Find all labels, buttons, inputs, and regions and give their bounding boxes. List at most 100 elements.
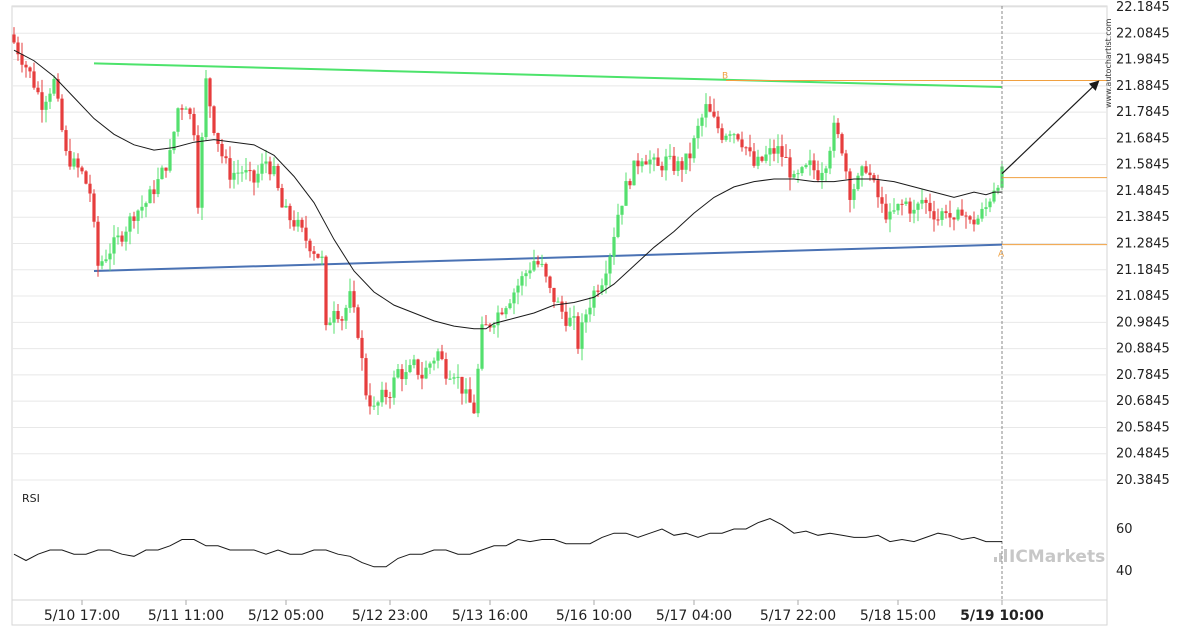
candle-body (780, 146, 784, 157)
price-tick-label: 20.5845 (1116, 420, 1170, 435)
moving-average-line (13, 49, 1002, 330)
candle-body (420, 374, 424, 379)
candle-body (784, 156, 788, 158)
candle-body (248, 170, 252, 172)
candle-body (432, 360, 436, 364)
candle-body (916, 203, 920, 210)
candle-body (936, 219, 940, 221)
candle-body (480, 324, 484, 369)
candle-body (472, 402, 476, 414)
candle-body (528, 270, 532, 274)
candle-body (796, 173, 800, 175)
candle-body (300, 219, 304, 228)
candle-body (12, 34, 16, 43)
candle-body (600, 285, 604, 292)
candle-body (972, 219, 976, 225)
candle-body (852, 189, 856, 200)
time-tick-label: 5/18 15:00 (860, 608, 936, 624)
candle-body (856, 175, 860, 190)
candle-body (336, 310, 340, 320)
price-tick-label: 21.5845 (1116, 158, 1170, 173)
candle-body (364, 358, 368, 396)
candle-body (224, 156, 228, 159)
candle-body (956, 209, 960, 220)
candle-body (668, 155, 672, 157)
candle-body (920, 199, 924, 204)
candle-body (448, 378, 452, 380)
candle-body (32, 71, 36, 88)
candle-body (24, 64, 28, 68)
candle-body (152, 189, 156, 195)
candle-body (904, 201, 908, 205)
candle-body (868, 172, 872, 176)
candle-body (180, 108, 184, 110)
price-axis-ticks: 22.1845 22.0845 21.9845 21.8845 21.7845 21.68… (1116, 0, 1170, 579)
candle-body (888, 211, 892, 220)
time-tick-label: 5/16 10:00 (556, 608, 632, 624)
candle-body (392, 377, 396, 398)
watermark-text: ICMarkets (1009, 547, 1105, 567)
candle-body (428, 363, 432, 368)
candle-body (284, 205, 288, 208)
candle-body (108, 253, 112, 260)
candle-body (192, 113, 196, 136)
candle-body (440, 351, 444, 360)
candle-body (408, 365, 412, 373)
candle-body (204, 78, 208, 138)
candle-body (172, 131, 176, 151)
candle-body (264, 161, 268, 164)
candle-body (524, 273, 528, 277)
price-tick-label: 21.0845 (1116, 289, 1170, 304)
candle-body (964, 215, 968, 217)
candle-body (272, 165, 276, 175)
candle-body (944, 211, 948, 214)
candle-body (456, 376, 460, 378)
candle-body (416, 359, 420, 375)
price-tick-label: 20.4845 (1116, 447, 1170, 462)
candle-body (228, 158, 232, 180)
candle-body (816, 170, 820, 181)
resistance-line (93, 62, 1003, 89)
candle-body (136, 210, 140, 221)
candle-body (812, 160, 816, 171)
time-tick-label: 5/19 10:00 (960, 608, 1044, 624)
candle-body (592, 290, 596, 308)
candle-body (36, 87, 40, 93)
candle-body (100, 261, 104, 266)
candle-body (144, 203, 148, 207)
candle-body (292, 220, 296, 227)
candle-body (992, 190, 996, 202)
candle-body (900, 203, 904, 205)
time-tick-label: 5/13 16:00 (452, 608, 528, 624)
candle-body (332, 310, 336, 323)
candle-body (716, 116, 720, 129)
candle-body (984, 207, 988, 209)
candle-body (940, 211, 944, 220)
candle-body (16, 42, 20, 55)
candle-body (800, 167, 804, 174)
candle-body (752, 151, 756, 166)
candle-body (732, 134, 736, 136)
candle-body (844, 153, 848, 172)
candle-body (444, 359, 448, 379)
candle-body (80, 167, 84, 172)
candle-body (564, 311, 568, 326)
candle-body (376, 402, 380, 406)
candle-body (48, 93, 52, 102)
candle-body (840, 134, 844, 154)
candle-body (788, 157, 792, 178)
candle-body (572, 316, 576, 318)
candle-body (692, 138, 696, 159)
candle-body (636, 160, 640, 167)
candle-body (60, 98, 64, 131)
candle-body (312, 251, 316, 254)
level-label: A (998, 250, 1005, 260)
candle-body (584, 314, 588, 323)
watermark-bar-icon (994, 557, 997, 562)
candle-body (508, 303, 512, 309)
candle-body (884, 203, 888, 220)
candle-body (808, 160, 812, 166)
candle-body (708, 104, 712, 112)
autochartist-credit: www.autochartist.com (1104, 18, 1113, 108)
